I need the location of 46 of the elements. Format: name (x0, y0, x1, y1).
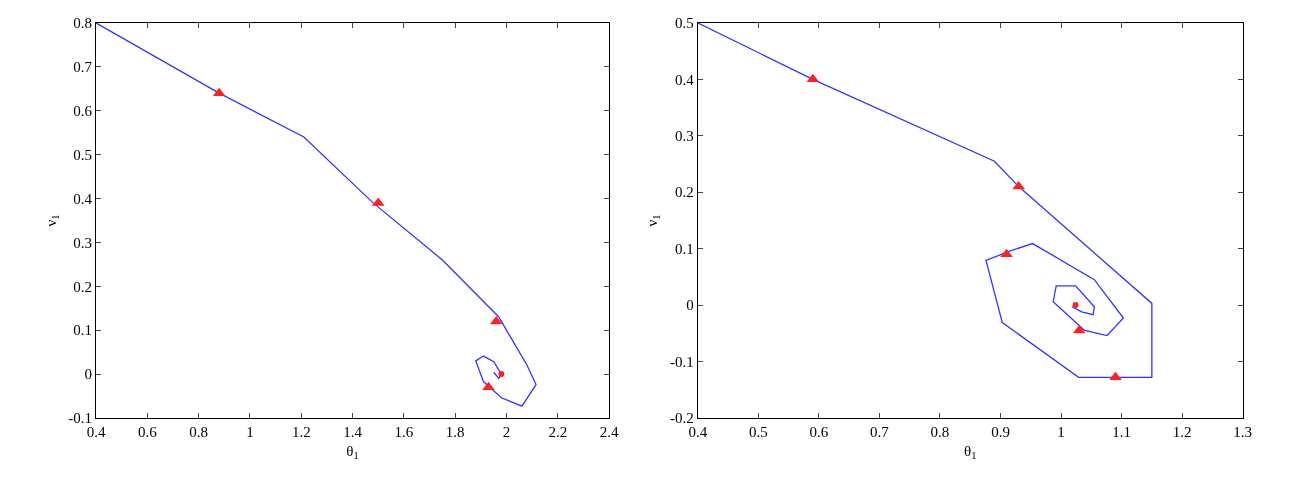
y-tick-label: 0.7 (73, 59, 93, 76)
point (489, 315, 503, 325)
x-tick-label: 1.3 (1233, 423, 1253, 440)
x-tick-label: 1.1 (1112, 423, 1131, 440)
y-tick-label: 0.4 (675, 71, 695, 88)
x-tick-label: 1 (246, 423, 254, 440)
x-tick-label: 0.6 (137, 423, 158, 440)
y-tick-label: 0.4 (73, 190, 93, 207)
x-tick-label: 1.4 (343, 423, 363, 440)
line-series (96, 22, 537, 407)
x-tick-label: 0.8 (930, 423, 950, 440)
y-tick-label: 0.2 (675, 184, 694, 201)
point (1072, 324, 1086, 334)
point (1072, 302, 1079, 309)
y-tick-label: 0.5 (73, 146, 93, 163)
x-tick-label: 0.9 (991, 423, 1010, 440)
x-tick-label: 0.6 (809, 423, 829, 440)
x-tick-label: 2 (502, 423, 511, 440)
x-axis-title: θ$_{1}$ (346, 442, 359, 462)
y-tick-label: 0 (686, 297, 694, 314)
point (498, 371, 505, 378)
y-tick-label: 0.1 (73, 322, 93, 339)
x-tick-label: 0.5 (749, 423, 768, 440)
y-tick-label: 0.5 (675, 15, 694, 32)
y-tick-label: 0.6 (73, 102, 93, 119)
y-tick-label: 0.8 (73, 15, 93, 32)
x-tick-label: 1.6 (394, 423, 414, 440)
y-tick-label: 0 (84, 366, 93, 383)
x-tick-label: 1.2 (1172, 423, 1192, 440)
y-tick-label: 0.2 (73, 278, 93, 295)
x-tick-label: 1.8 (445, 423, 465, 440)
y-tick-label: 0.1 (675, 240, 694, 257)
x-axis-title: θ$_{1}$ (964, 442, 977, 462)
x-tick-label: 2.2 (548, 423, 568, 440)
x-tick-label: 2.4 (599, 423, 620, 440)
point (1109, 371, 1122, 381)
x-tick-label: 0.8 (189, 423, 209, 440)
point (1000, 248, 1013, 258)
x-tick-label: 0.7 (870, 423, 890, 440)
y-tick-label: 0.3 (675, 128, 694, 145)
x-tick-label: 1.2 (291, 423, 311, 440)
point (806, 73, 820, 83)
x-tick-label: 1 (1057, 423, 1065, 440)
y-tick-label: -0.1 (670, 353, 694, 370)
y-tick-label: 0.3 (73, 234, 93, 251)
line-series (697, 22, 1153, 378)
